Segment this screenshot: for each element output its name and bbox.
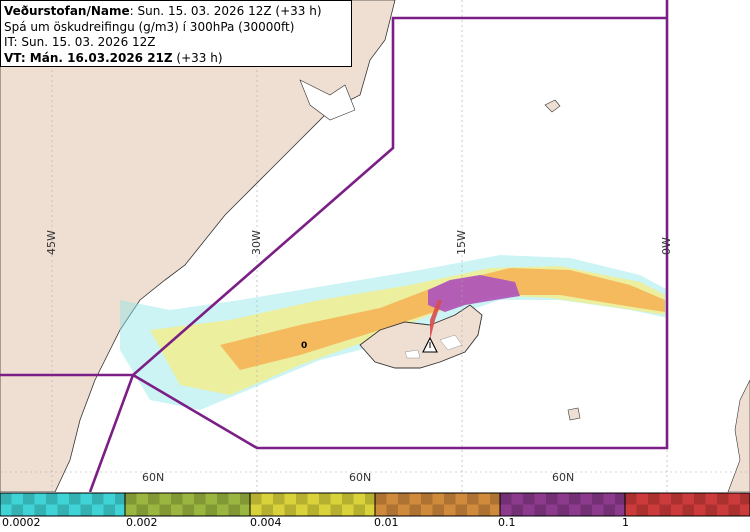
greenland-land [0, 0, 396, 493]
forecast-info-box: Veðurstofan/Name: Sun. 15. 03. 2026 12Z … [0, 0, 352, 67]
greenland-fjord [299, 79, 356, 121]
legend-tick-4: 0.01 [374, 516, 399, 529]
legend-tick-2: 0.002 [126, 516, 158, 529]
legend-tick-3: 0.004 [250, 516, 282, 529]
legend-segment-1 [0, 492, 126, 517]
info-line-3: IT: Sun. 15. 03. 2026 12Z [4, 35, 156, 49]
legend-tick-1: 0.0002 [2, 516, 41, 529]
ash-plume-orange [220, 268, 665, 370]
legend-segment-2 [124, 492, 251, 517]
lat-label-1: 60N [142, 471, 165, 484]
norway-coast [727, 379, 750, 493]
legend-bar [0, 492, 750, 517]
small-island-north [544, 99, 561, 113]
legend-segment-4 [374, 492, 501, 517]
faroe-islands [567, 407, 581, 421]
legend-tick-5: 0.1 [498, 516, 516, 529]
volcano-icon[interactable] [422, 336, 438, 353]
info-line-2: Spá um öskudreifingu (g/m3) í 300hPa (30… [4, 19, 295, 34]
iceland-glacier-2 [404, 349, 421, 359]
lat-label-2: 60N [349, 471, 372, 484]
legend-segment-6 [624, 492, 750, 517]
info-run-time: : Sun. 15. 03. 2026 12Z (+33 h) [129, 4, 322, 18]
contour-label: 0 [301, 341, 307, 351]
fir-boundary [0, 0, 669, 493]
lon-label-0w: 0W [660, 237, 673, 255]
iceland-land [359, 304, 483, 369]
ash-source-trail [430, 300, 442, 340]
legend-segment-3 [249, 492, 376, 517]
info-lead-time: (+33 h) [172, 50, 223, 65]
lat-label-3: 60N [552, 471, 575, 484]
info-line-4: VT: Mán. 16.03.2026 21Z (+33 h) [4, 51, 348, 67]
info-valid-time: VT: Mán. 16.03.2026 21Z [4, 50, 173, 65]
legend-tick-6: 1 [622, 516, 629, 529]
info-line-1: Veðurstofan/Name: Sun. 15. 03. 2026 12Z … [4, 4, 348, 20]
lon-label-15w: 15W [455, 230, 468, 255]
ash-plume-yellow [150, 266, 665, 395]
legend-segment-5 [499, 492, 626, 517]
ash-plume-purple [428, 275, 520, 312]
info-source: Veðurstofan/Name [4, 4, 130, 18]
lon-label-30w: 30W [250, 230, 263, 255]
lon-label-45w: 45W [45, 230, 58, 255]
